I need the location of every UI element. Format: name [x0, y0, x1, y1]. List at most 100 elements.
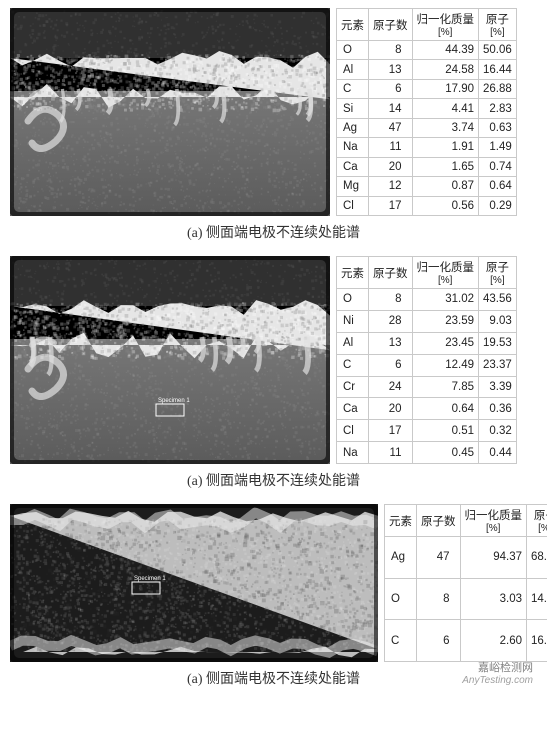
cell-atom-pct: 0.29 [479, 196, 517, 216]
cell-element: Al [337, 332, 369, 354]
cell-atomic-number: 28 [369, 310, 413, 332]
table-row: Ca201.650.74 [337, 157, 517, 176]
cell-element: Cl [337, 420, 369, 442]
cell-mass-pct: 2.60 [460, 620, 527, 662]
cell-element: Ca [337, 398, 369, 420]
figure-caption: (a) 侧面端电极不连续处能谱 [10, 668, 537, 688]
cell-atomic-number: 24 [369, 376, 413, 398]
cell-atom-pct: 14.80 [527, 578, 547, 620]
cell-mass-pct: 7.85 [412, 376, 479, 398]
cell-element: Mg [337, 177, 369, 196]
cell-atomic-number: 13 [369, 332, 413, 354]
cell-mass-pct: 0.56 [412, 196, 479, 216]
cell-atomic-number: 14 [369, 99, 413, 118]
cell-atom-pct: 9.03 [479, 310, 517, 332]
table-row: Cr247.853.39 [337, 376, 517, 398]
table-row: Na110.450.44 [337, 442, 517, 464]
table-row: Ag473.740.63 [337, 118, 517, 137]
table-row: Ni2823.599.03 [337, 310, 517, 332]
cell-element: Ni [337, 310, 369, 332]
cell-atom-pct: 23.37 [479, 354, 517, 376]
cell-atom-pct: 2.83 [479, 99, 517, 118]
eds-table: 元素原子数归一化质量[%]原子[%]Ag4794.3768.32O83.0314… [384, 504, 547, 662]
cell-atom-pct: 16.44 [479, 60, 517, 79]
col-norm-mass: 归一化质量[%] [412, 9, 479, 41]
cell-atomic-number: 11 [369, 442, 413, 464]
table-row: Al1323.4519.53 [337, 332, 517, 354]
cell-element: C [385, 620, 417, 662]
table-row: O83.0314.80 [385, 578, 547, 620]
cell-atomic-number: 6 [369, 79, 413, 98]
cell-atomic-number: 6 [369, 354, 413, 376]
cell-element: C [337, 354, 369, 376]
cell-atomic-number: 13 [369, 60, 413, 79]
cell-atom-pct: 68.32 [527, 537, 547, 579]
cell-atomic-number: 20 [369, 157, 413, 176]
cell-atom-pct: 0.64 [479, 177, 517, 196]
cell-mass-pct: 3.03 [460, 578, 527, 620]
cell-atomic-number: 17 [369, 196, 413, 216]
cell-element: Cl [337, 196, 369, 216]
cell-element: Ag [337, 118, 369, 137]
cell-element: Si [337, 99, 369, 118]
cell-mass-pct: 94.37 [460, 537, 527, 579]
cell-element: Ag [385, 537, 417, 579]
figure-caption: (a) 侧面端电极不连续处能谱 [10, 470, 537, 490]
figure-panel: 元素原子数归一化质量[%]原子[%]O844.3950.06Al1324.581… [10, 8, 537, 242]
cell-element: C [337, 79, 369, 98]
table-row: Ca200.640.36 [337, 398, 517, 420]
table-row: C617.9026.88 [337, 79, 517, 98]
table-row: Cl170.510.32 [337, 420, 517, 442]
col-atomic-number: 原子数 [417, 505, 461, 537]
cell-atomic-number: 20 [369, 398, 413, 420]
cell-atom-pct: 19.53 [479, 332, 517, 354]
col-atomic-number: 原子数 [369, 9, 413, 41]
cell-mass-pct: 23.45 [412, 332, 479, 354]
table-row: Ag4794.3768.32 [385, 537, 547, 579]
table-row: Al1324.5816.44 [337, 60, 517, 79]
cell-atom-pct: 0.63 [479, 118, 517, 137]
table-row: Cl170.560.29 [337, 196, 517, 216]
col-element: 元素 [337, 9, 369, 41]
cell-atom-pct: 1.49 [479, 138, 517, 157]
cell-mass-pct: 0.87 [412, 177, 479, 196]
table-row: O831.0243.56 [337, 289, 517, 311]
cell-atomic-number: 17 [369, 420, 413, 442]
cell-atom-pct: 26.88 [479, 79, 517, 98]
cell-atomic-number: 8 [369, 289, 413, 311]
cell-mass-pct: 0.64 [412, 398, 479, 420]
col-atomic-pct: 原子[%] [527, 505, 547, 537]
cell-atomic-number: 47 [369, 118, 413, 137]
cell-atom-pct: 0.74 [479, 157, 517, 176]
figure-panel: Specimen 1元素原子数归一化质量[%]原子[%]O831.0243.56… [10, 256, 537, 490]
table-row: Na111.911.49 [337, 138, 517, 157]
table-row: Si144.412.83 [337, 99, 517, 118]
cell-atom-pct: 0.32 [479, 420, 517, 442]
cell-mass-pct: 1.65 [412, 157, 479, 176]
figure-caption: (a) 侧面端电极不连续处能谱 [10, 222, 537, 242]
cell-element: Ca [337, 157, 369, 176]
cell-atomic-number: 8 [417, 578, 461, 620]
cell-mass-pct: 31.02 [412, 289, 479, 311]
cell-element: O [337, 41, 369, 60]
cell-mass-pct: 3.74 [412, 118, 479, 137]
cell-mass-pct: 12.49 [412, 354, 479, 376]
cell-atom-pct: 3.39 [479, 376, 517, 398]
col-element: 元素 [385, 505, 417, 537]
figure-panel: Specimen 1元素原子数归一化质量[%]原子[%]Ag4794.3768.… [10, 504, 537, 688]
cell-atomic-number: 12 [369, 177, 413, 196]
eds-table: 元素原子数归一化质量[%]原子[%]O844.3950.06Al1324.581… [336, 8, 517, 216]
col-atomic-number: 原子数 [369, 257, 413, 289]
table-row: C612.4923.37 [337, 354, 517, 376]
watermark: 嘉峪检测网AnyTesting.com [462, 662, 533, 686]
cell-mass-pct: 24.58 [412, 60, 479, 79]
cell-element: Cr [337, 376, 369, 398]
cell-element: Na [337, 442, 369, 464]
cell-atom-pct: 43.56 [479, 289, 517, 311]
cell-element: O [337, 289, 369, 311]
table-row: Mg120.870.64 [337, 177, 517, 196]
cell-element: Al [337, 60, 369, 79]
cell-mass-pct: 4.41 [412, 99, 479, 118]
sem-image [10, 8, 330, 216]
col-norm-mass: 归一化质量[%] [460, 505, 527, 537]
